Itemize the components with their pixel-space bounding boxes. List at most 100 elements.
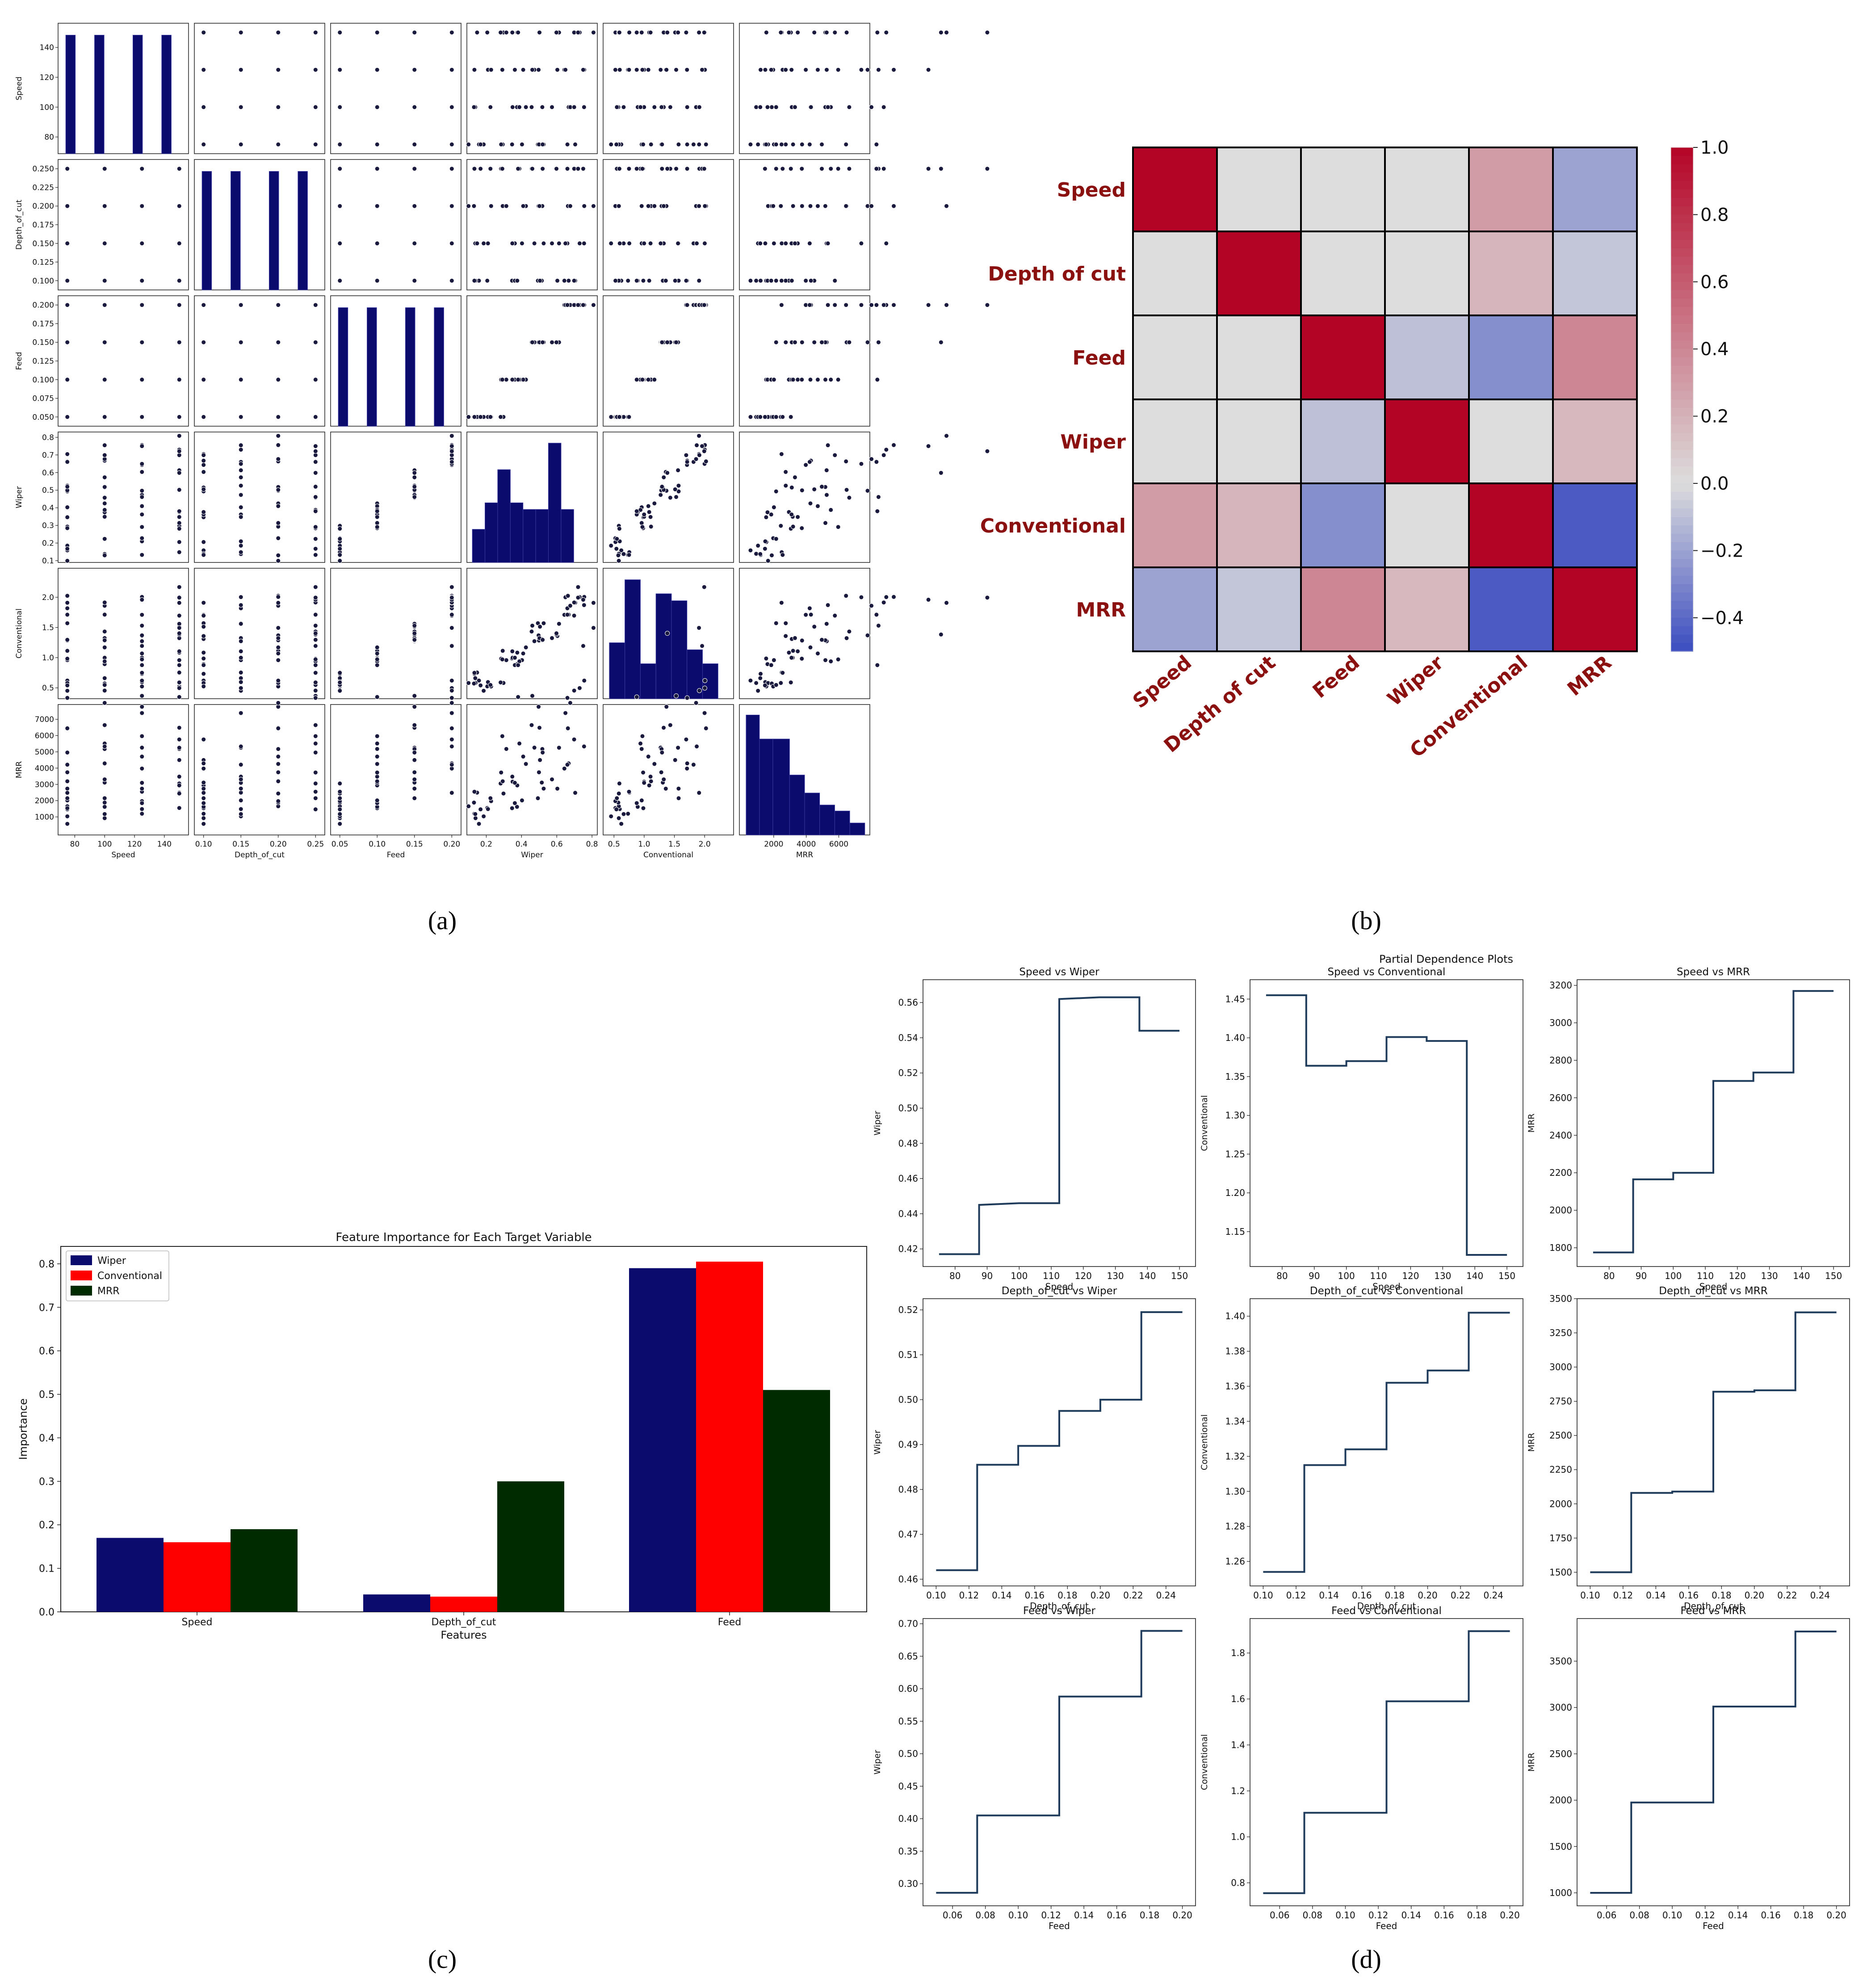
scatter-point (516, 377, 521, 382)
scatter-point (555, 786, 560, 791)
scatter-point (938, 470, 944, 475)
pdp-ytick-label: 0.70 (898, 1619, 918, 1629)
pdp-xtick-label: 140 (1793, 1271, 1810, 1281)
scatter-point (65, 241, 70, 246)
pdp-xlabel: Depth_of_cut (1684, 1601, 1743, 1611)
scatter-point (313, 734, 318, 739)
scatter-point (575, 584, 581, 590)
scatter-point (540, 637, 545, 642)
scatter-point (374, 514, 380, 520)
histogram-bar (789, 775, 805, 835)
scatter-point (641, 770, 646, 775)
pdp-step-line (1593, 990, 1834, 1254)
scatter-point (835, 657, 841, 662)
scatter-point (276, 635, 281, 641)
pdp-ytick-label: 0.8 (1231, 1878, 1245, 1888)
scatter-point (276, 658, 281, 663)
scatter-point (102, 675, 107, 681)
scatter-point (938, 30, 944, 35)
scatter-point (627, 241, 632, 246)
heatmap-row-label: Feed (1073, 347, 1126, 369)
scatter-point (567, 603, 573, 608)
scatter-point (758, 67, 763, 72)
bar-ytick-label: 0.6 (39, 1346, 55, 1357)
pdp-ylabel: MRR (1527, 1753, 1536, 1772)
pdp-step-line (1263, 1312, 1510, 1573)
scatter-point (672, 757, 678, 763)
pdp-xtick-label: 150 (1171, 1271, 1188, 1281)
scatter-point (825, 241, 831, 246)
scatter-point (498, 680, 503, 685)
scatter-point (523, 645, 529, 650)
pairplot-cell-MRR-Wiper (466, 584, 598, 835)
scatter-point (865, 488, 870, 493)
scatter-point (176, 526, 182, 531)
pairplot-cell-Conventional-Feed (330, 568, 462, 699)
pdp-ytick-label: 1.40 (1225, 1032, 1245, 1043)
pairplot-ytick-label: 0.2 (42, 539, 54, 548)
scatter-point (201, 786, 206, 791)
scatter-point (313, 770, 318, 775)
scatter-point (313, 524, 318, 530)
scatter-point (530, 166, 535, 172)
scatter-point (665, 470, 670, 475)
pairplot-cell-frame (330, 23, 462, 154)
heatmap-cell (1216, 566, 1302, 652)
scatter-point (238, 670, 243, 675)
pdp-xtick-label: 0.22 (1451, 1590, 1471, 1601)
pairplot-panel: 80100120140Speed0.1000.1250.1500.1750.20… (15, 23, 990, 860)
pdp-xtick-label: 0.10 (926, 1590, 946, 1601)
pairplot-cell-Depth_of_cut-Conventional (603, 159, 734, 290)
pairplot-cell-MRR-MRR (739, 704, 870, 835)
scatter-point (139, 693, 145, 699)
pdp-xtick-label: 0.24 (1156, 1590, 1176, 1601)
scatter-point (676, 483, 681, 488)
scatter-point (313, 796, 318, 801)
scatter-point (646, 203, 651, 209)
scatter-point (874, 612, 879, 617)
pdp-xtick-label: 0.10 (1253, 1590, 1273, 1601)
scatter-point (374, 67, 380, 72)
scatter-point (139, 806, 145, 812)
scatter-point (412, 278, 417, 283)
pairplot-cell-Speed-Wiper (466, 23, 598, 154)
scatter-point (473, 815, 478, 821)
scatter-point (823, 658, 828, 663)
scatter-point (819, 637, 825, 642)
scatter-point (847, 105, 852, 110)
scatter-point (529, 722, 534, 728)
pdp-ytick-label: 1000 (1549, 1887, 1572, 1898)
scatter-point (824, 67, 829, 72)
heatmap-cell (1216, 231, 1302, 316)
colorbar-segment (1671, 542, 1693, 551)
scatter-point (139, 612, 145, 617)
scatter-point (201, 663, 206, 668)
scatter-point (512, 801, 517, 806)
scatter-point (499, 657, 505, 662)
scatter-point (646, 377, 651, 382)
scatter-point (102, 453, 107, 458)
scatter-point (701, 584, 707, 590)
scatter-point (869, 203, 874, 209)
scatter-point (313, 546, 318, 551)
pdp-xtick-label: 0.10 (1662, 1910, 1682, 1921)
scatter-point (696, 278, 702, 283)
scatter-point (65, 302, 70, 308)
heatmap-row-label: Wiper (1060, 431, 1126, 453)
scatter-point (139, 241, 145, 246)
scatter-point (276, 487, 281, 492)
scatter-point (238, 377, 243, 382)
pdp-ytick-label: 2200 (1549, 1167, 1572, 1178)
scatter-point (337, 30, 343, 35)
feature-importance-panel: Feature Importance for Each Target Varia… (17, 1231, 867, 1641)
pdp-ytick-label: 1.36 (1225, 1381, 1245, 1392)
pairplot-cell-frame (194, 23, 325, 154)
scatter-point (565, 762, 570, 768)
scatter-point (449, 688, 454, 693)
pairplot-cell-Speed-Feed (330, 23, 462, 154)
scatter-point (824, 468, 829, 473)
scatter-point (580, 67, 586, 72)
scatter-point (201, 552, 206, 558)
scatter-point (748, 414, 753, 419)
pdp-ytick-label: 1.0 (1231, 1832, 1245, 1842)
